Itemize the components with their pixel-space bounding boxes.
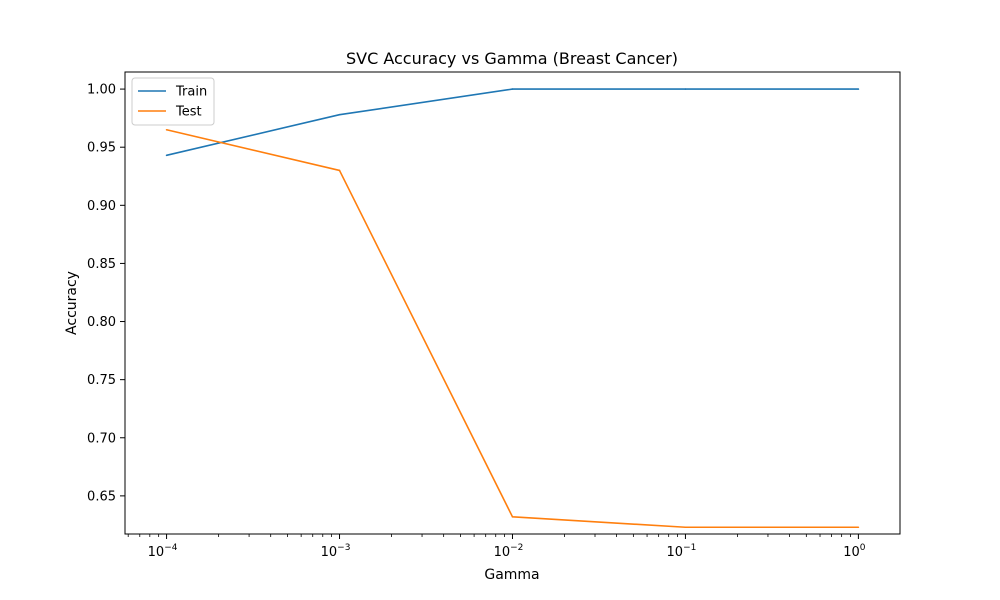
legend-box xyxy=(131,77,215,126)
legend-label-train: Train xyxy=(175,85,207,100)
y-tick-label-4: 0.85 xyxy=(87,257,116,272)
data-point-test-1 xyxy=(338,169,341,172)
x-tick-label-3: 10−1 xyxy=(667,543,697,560)
data-point-test-2 xyxy=(511,515,514,518)
x-tick-label-2: 10−2 xyxy=(494,543,524,560)
y-tick-label-5: 0.90 xyxy=(87,199,116,214)
data-point-test-0 xyxy=(165,128,168,131)
data-point-test-4 xyxy=(857,526,860,529)
data-point-train-3 xyxy=(684,88,687,90)
legend: Train Test xyxy=(131,77,215,126)
x-tick-label-0: 10−4 xyxy=(148,543,178,560)
y-tick-label-7: 1.00 xyxy=(87,83,116,98)
y-tick-label-3: 0.80 xyxy=(87,315,116,330)
data-point-train-4 xyxy=(857,88,860,90)
data-point-train-1 xyxy=(338,113,341,116)
data-point-test-3 xyxy=(684,526,687,529)
y-tick-label-0: 0.65 xyxy=(87,489,116,504)
x-tick-label-1: 10−3 xyxy=(321,543,351,560)
legend-label-test: Test xyxy=(175,105,202,120)
x-tick-label-4: 100 xyxy=(843,543,866,560)
x-axis-label: Gamma xyxy=(484,567,539,583)
y-tick-label-2: 0.75 xyxy=(87,373,116,388)
data-point-train-0 xyxy=(165,154,168,157)
chart-title: SVC Accuracy vs Gamma (Breast Cancer) xyxy=(346,49,678,68)
y-axis-label: Accuracy xyxy=(64,271,80,335)
plot-area: 10−4 10−3 10−2 10−1 100 0.65 0.70 0.75 0.80 0.85 0… xyxy=(87,71,901,560)
y-tick-label-1: 0.70 xyxy=(87,431,116,446)
y-tick-label-6: 0.95 xyxy=(87,141,116,156)
data-point-train-2 xyxy=(511,88,514,90)
